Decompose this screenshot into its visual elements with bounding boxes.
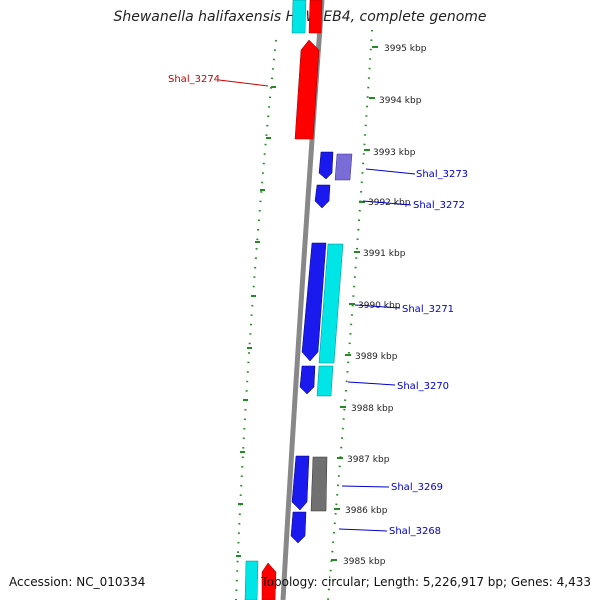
gene-labels: Shal_3274 Shal_3273 Shal_3272 Shal_3271 …: [168, 74, 468, 537]
accession-text: Accession: NC_010334: [9, 575, 146, 589]
gene-grey: [310, 456, 328, 512]
gene-label-shal-3269: Shal_3269: [391, 482, 443, 493]
gene-red-bottom: [261, 562, 277, 600]
gene-shal-3268: [290, 511, 307, 544]
gene-shal-3273: [318, 151, 334, 180]
tick-label: 3993 kbp: [373, 148, 416, 158]
tick-label: 3991 kbp: [363, 249, 406, 259]
gene-label-shal-3271: Shal_3271: [402, 304, 454, 315]
tick-label: 3995 kbp: [384, 44, 427, 54]
gene-shal-3272: [314, 184, 331, 209]
gene-shal-3271: [301, 242, 327, 362]
label-leaders: [218, 79, 416, 532]
tick-ring-inner: [235, 39, 277, 600]
gene-cyan-3271: [318, 243, 344, 364]
gene-label-shal-3270: Shal_3270: [397, 381, 449, 392]
gene-red-top: [308, 0, 323, 34]
tick-label: 3990 kbp: [358, 301, 401, 311]
gene-cyan-3270: [316, 365, 334, 397]
gene-cyan-bottom: [244, 560, 259, 600]
tick-label: 3985 kbp: [343, 557, 386, 567]
outer-tick-dashes: [331, 46, 378, 561]
gene-cyan-top: [291, 0, 307, 34]
tick-label: 3986 kbp: [345, 506, 388, 516]
gene-shal-3269: [291, 455, 310, 511]
tick-ring-outer: [327, 29, 373, 600]
gene-label-shal-3272: Shal_3272: [413, 200, 465, 211]
gene-label-shal-3273: Shal_3273: [416, 169, 468, 180]
tick-label: 3988 kbp: [351, 404, 394, 414]
tick-label: 3994 kbp: [379, 96, 422, 106]
gene-purple: [334, 153, 353, 181]
gene-label-shal-3268: Shal_3268: [389, 526, 441, 537]
tick-label: 3987 kbp: [347, 455, 390, 465]
genome-summary-text: Topology: circular; Length: 5,226,917 bp…: [261, 575, 591, 589]
inner-tick-dashes: [236, 86, 276, 557]
gene-shal-3270: [299, 365, 316, 395]
gene-label-shal-3274: Shal_3274: [168, 74, 220, 85]
tick-label: 3989 kbp: [355, 352, 398, 362]
gene-shal-3274: [294, 39, 320, 140]
